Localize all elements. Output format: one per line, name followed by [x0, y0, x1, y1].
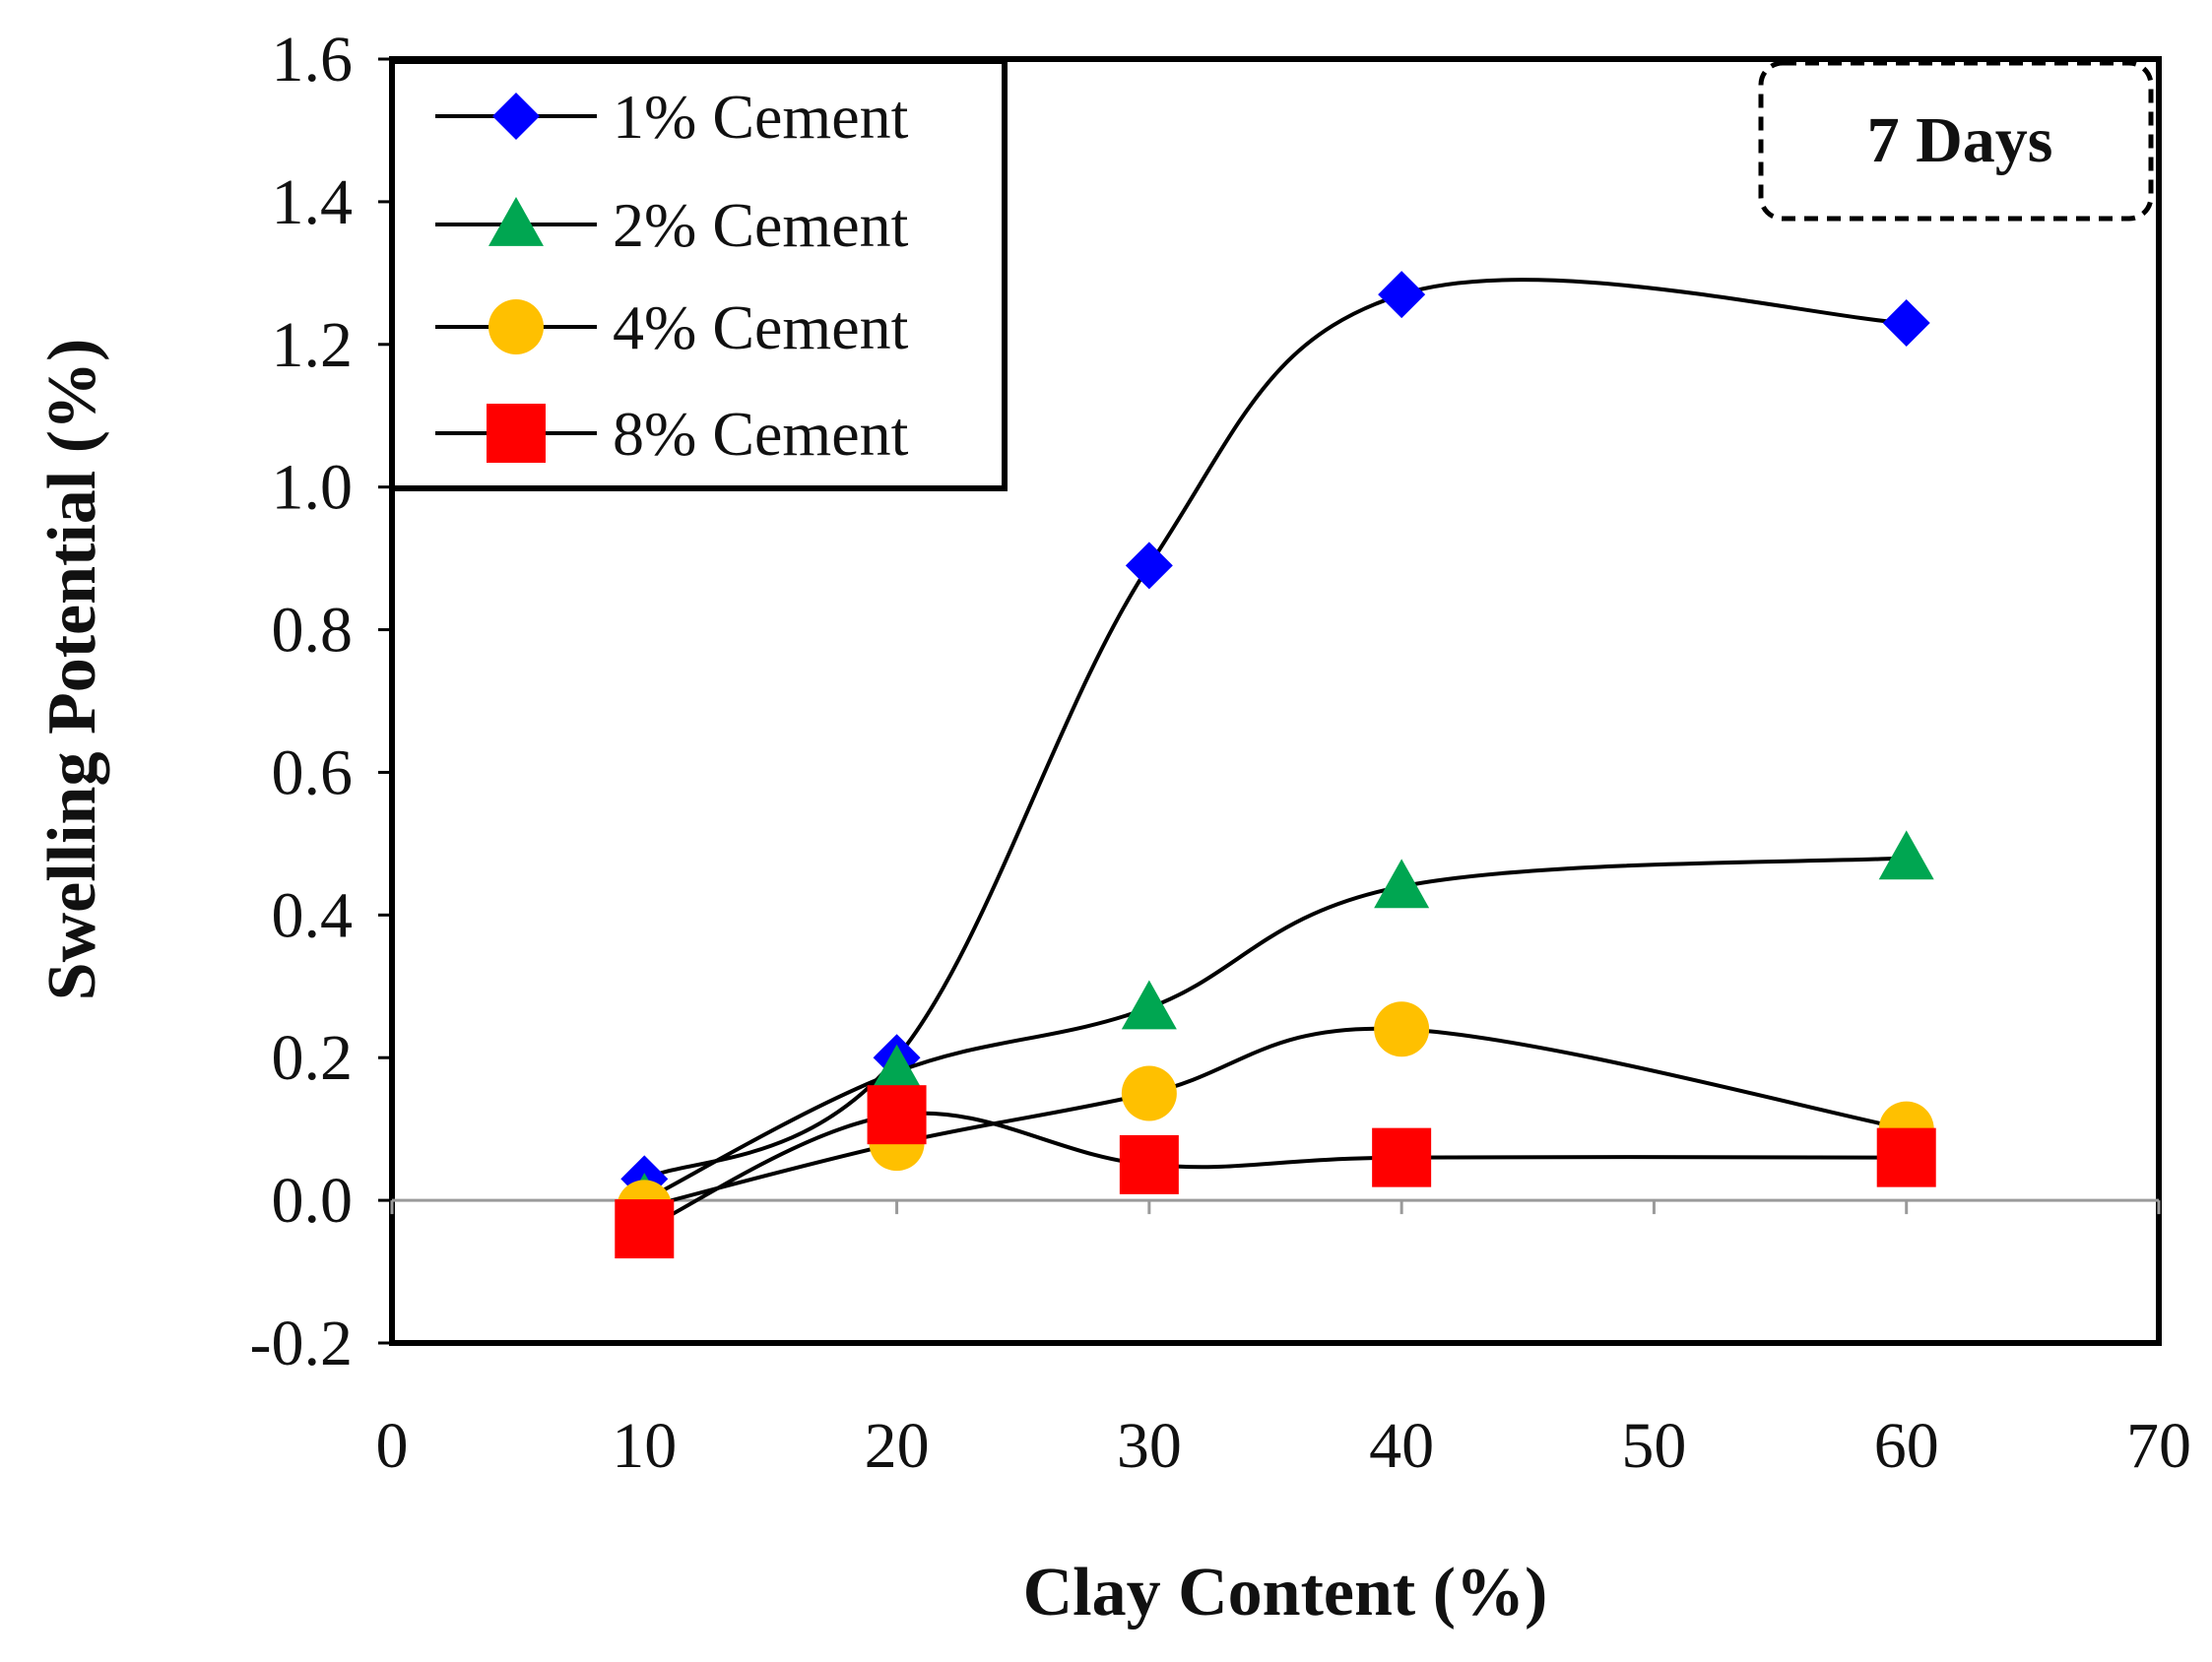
plot-area-frame [389, 56, 2162, 1346]
x-tick-label: 30 [1117, 1410, 1182, 1482]
y-tick-label: 0.8 [272, 595, 354, 667]
axis-ticks: -0.2 0.0 0.2 0.4 0.6 0.8 1.0 1.2 1.4 1.6 0 10 20 30 40… [250, 24, 2191, 1482]
y-tick-label: 1.2 [272, 309, 354, 381]
y-tick-label: 1.0 [272, 452, 354, 524]
data-point [1878, 830, 1934, 880]
x-tick-label: 0 [376, 1410, 409, 1482]
legend-item: 1% Cement [435, 82, 909, 152]
x-tick-label: 40 [1369, 1410, 1434, 1482]
x-tick-label: 60 [1874, 1410, 1939, 1482]
legend-marker [488, 299, 544, 354]
legend-label: 2% Cement [613, 190, 909, 260]
x-axis-title: Clay Content (%) [1023, 1555, 1548, 1630]
data-point [1119, 1134, 1179, 1194]
x-tick-label: 70 [2126, 1410, 2191, 1482]
legend-item: 2% Cement [435, 190, 909, 260]
data-point [1374, 859, 1430, 909]
x-tick-label: 10 [612, 1410, 677, 1482]
data-point [1374, 1001, 1430, 1057]
y-tick-label: -0.2 [250, 1308, 353, 1379]
duration-annotation: 7 Days [1758, 60, 2154, 222]
legend-items: 1% Cement 2% Cement 4% Cement 8% Cement [435, 82, 909, 469]
data-point [1125, 542, 1173, 590]
x-tick-label: 20 [865, 1410, 930, 1482]
legend-marker [487, 404, 546, 463]
legend-marker [488, 197, 544, 246]
series-line [643, 1026, 1908, 1210]
x-tick-label: 50 [1621, 1410, 1686, 1482]
data-point [869, 1044, 925, 1094]
legend-item: 4% Cement [435, 292, 909, 362]
annotation-text: 7 Days [1867, 104, 2053, 176]
legend-label: 4% Cement [613, 292, 909, 362]
legend-marker [492, 93, 540, 140]
y-tick-label: 1.6 [272, 24, 354, 96]
data-point [867, 1085, 927, 1145]
data-point [1372, 1127, 1432, 1187]
y-tick-label: 1.4 [272, 166, 354, 238]
series-line [643, 1111, 1907, 1231]
data-point [1378, 271, 1426, 319]
data-point [1121, 1065, 1177, 1121]
y-tick-label: 0.4 [272, 879, 354, 951]
data-point [615, 1199, 675, 1259]
legend-item: 8% Cement [435, 399, 909, 469]
series-group [615, 271, 1936, 1259]
series-4 [615, 1085, 1936, 1259]
legend: 1% Cement 2% Cement 4% Cement 8% Cement [389, 58, 1008, 491]
legend-label: 8% Cement [613, 399, 909, 469]
data-point [1121, 980, 1177, 1030]
series-line [643, 856, 1907, 1202]
y-tick-label: 0.6 [272, 736, 354, 808]
y-tick-label: 0.2 [272, 1022, 354, 1094]
annotation-box [1758, 60, 2154, 222]
data-point [1882, 299, 1930, 348]
y-tick-label: 0.0 [272, 1165, 354, 1237]
data-point [1876, 1127, 1936, 1187]
legend-label: 1% Cement [613, 82, 909, 152]
y-axis-title: Swelling Potential (%) [34, 339, 110, 1001]
